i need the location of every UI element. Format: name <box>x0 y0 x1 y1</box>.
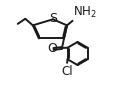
Text: Cl: Cl <box>61 65 73 78</box>
Text: NH$_2$: NH$_2$ <box>73 5 97 20</box>
Text: S: S <box>49 12 57 25</box>
Text: O: O <box>47 43 57 55</box>
